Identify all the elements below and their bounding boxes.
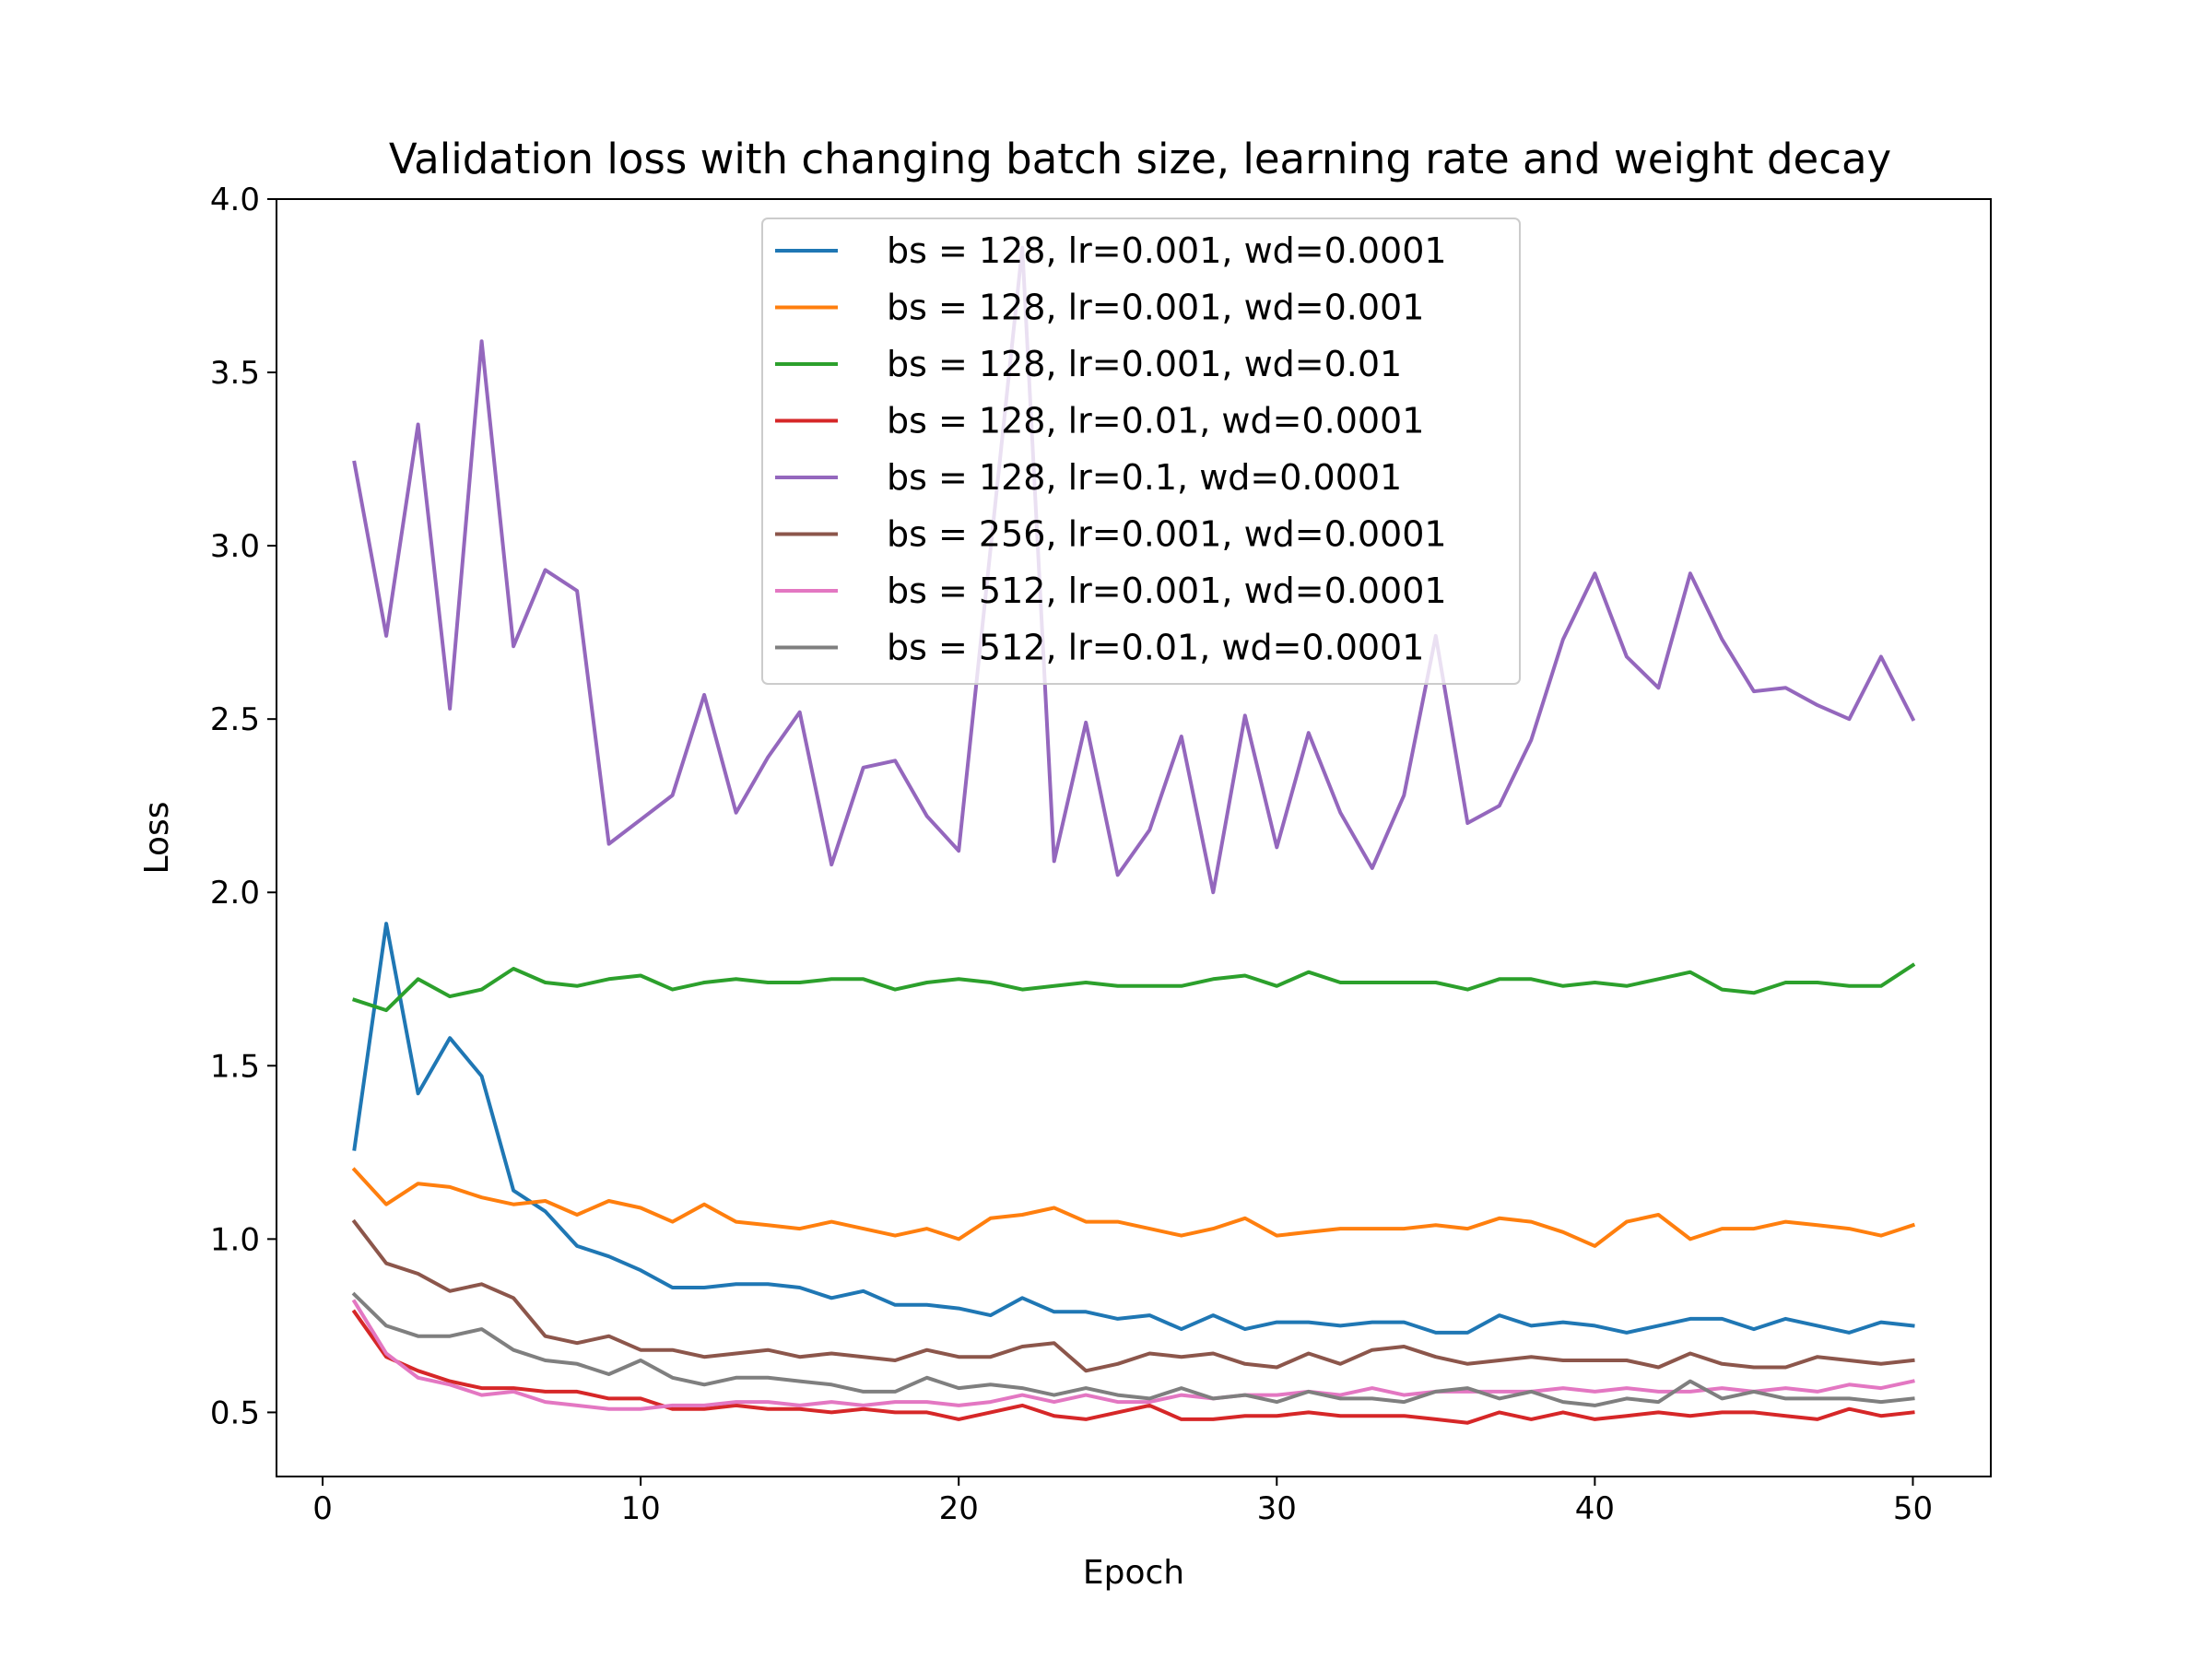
series-line-6 (351, 1218, 1915, 1373)
y-tick-label: 3.5 (210, 355, 260, 392)
y-axis-label: Loss (138, 802, 176, 875)
x-tick-label: 20 (939, 1490, 979, 1527)
x-tick-label: 40 (1575, 1490, 1615, 1527)
series-line-4 (351, 1309, 1915, 1425)
y-tick-label: 1.5 (210, 1048, 260, 1085)
y-axis: 0.5 1.0 1.5 2.0 2.5 3.0 3.5 4.0 (210, 182, 276, 1431)
legend-label: bs = 128, lr=0.1, wd=0.0001 (887, 457, 1402, 498)
y-tick-label: 2.5 (210, 701, 260, 738)
y-tick-label: 1.0 (210, 1221, 260, 1258)
legend-box (761, 218, 1521, 685)
legend: bs = 128, lr=0.001, wd=0.0001 bs = 128, l… (761, 218, 1521, 685)
series-line-1 (352, 922, 1915, 1335)
series-line-7 (351, 1299, 1915, 1411)
y-tick-label: 0.5 (210, 1394, 260, 1431)
legend-label: bs = 512, lr=0.01, wd=0.0001 (887, 628, 1424, 668)
series-line-2 (351, 1167, 1916, 1248)
legend-label: bs = 128, lr=0.001, wd=0.0001 (887, 230, 1447, 271)
x-tick-label: 0 (312, 1490, 333, 1527)
x-axis: 0 10 20 30 40 50 (312, 1477, 1933, 1527)
y-tick-label: 4.0 (210, 182, 260, 218)
legend-label: bs = 128, lr=0.001, wd=0.01 (887, 344, 1402, 384)
chart-title: Validation loss with changing batch size… (389, 135, 1891, 183)
plot-frame (276, 198, 1992, 1477)
y-tick-label: 3.0 (210, 528, 260, 565)
legend-label: bs = 256, lr=0.001, wd=0.0001 (887, 514, 1447, 555)
series-line-8 (351, 1291, 1915, 1407)
x-tick-label: 30 (1257, 1490, 1297, 1527)
series-line-5 (352, 245, 1916, 895)
y-tick-label: 2.0 (210, 875, 260, 912)
series-line-3 (351, 962, 1916, 1013)
plot-lines (351, 245, 1916, 1425)
legend-label: bs = 128, lr=0.001, wd=0.001 (887, 288, 1424, 328)
x-tick-label: 50 (1893, 1490, 1933, 1527)
x-axis-label: Epoch (1083, 1554, 1184, 1592)
legend-label: bs = 512, lr=0.001, wd=0.0001 (887, 571, 1447, 611)
x-tick-label: 10 (620, 1490, 660, 1527)
legend-label: bs = 128, lr=0.01, wd=0.0001 (887, 401, 1424, 441)
